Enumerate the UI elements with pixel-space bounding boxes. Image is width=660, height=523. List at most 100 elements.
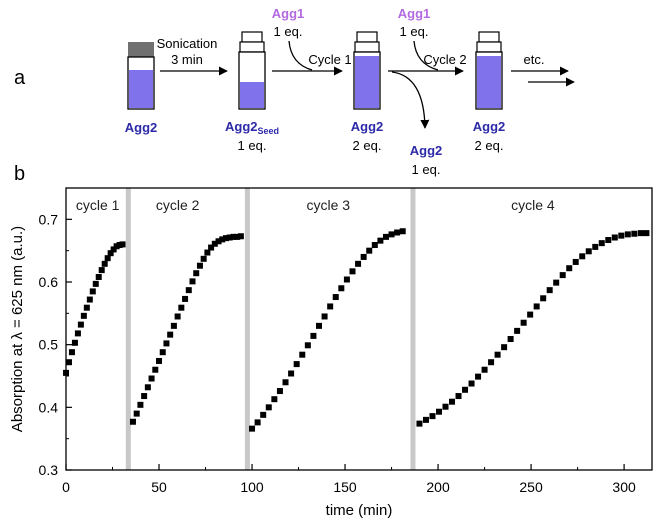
data-point-cycle-3	[293, 361, 300, 368]
data-point-cycle-2	[170, 322, 177, 329]
data-point-cycle-3	[382, 233, 389, 240]
data-point-cycle-2	[226, 234, 233, 241]
data-point-cycle-4	[631, 230, 638, 237]
data-point-cycle-3	[349, 268, 356, 275]
cycle-labels: cycle 1 cycle 2 cycle 3 cycle 4	[76, 197, 555, 213]
y-tick-label: 0.7	[39, 211, 59, 227]
data-point-cycle-3	[394, 229, 401, 236]
data-point-cycle-4	[449, 398, 456, 405]
data-point-cycle-4	[488, 359, 495, 366]
cycle-separator	[125, 188, 131, 470]
etc-label: etc.	[524, 52, 545, 67]
cycle1-label: Cycle 1	[308, 52, 351, 67]
data-point-cycle-1	[107, 250, 114, 257]
data-point-cycle-2	[144, 384, 151, 391]
agg1-label-1: Agg1	[272, 6, 305, 21]
data-point-cycle-4	[481, 366, 488, 373]
data-point-cycle-2	[137, 401, 144, 408]
cycle2-eq-label: 2 eq.	[475, 138, 504, 153]
data-point-cycle-2	[234, 233, 241, 240]
data-point-cycle-2	[129, 418, 136, 425]
x-axis-ticks: 0 50 100 150 200 250 300	[62, 464, 636, 495]
data-point-cycle-2	[167, 331, 174, 338]
x-axis-title: time (min)	[326, 502, 393, 519]
data-point-cycle-3	[377, 237, 384, 244]
data-point-cycle-1	[92, 280, 99, 287]
cycle-separator	[244, 188, 250, 470]
data-point-cycle-3	[265, 404, 272, 411]
data-point-cycle-3	[271, 396, 278, 403]
data-point-cycle-3	[399, 228, 406, 235]
data-point-cycle-4	[514, 327, 521, 334]
cycle-label: cycle 1	[76, 197, 120, 213]
data-point-cycle-2	[174, 313, 181, 320]
x-tick-label: 50	[151, 479, 167, 495]
data-point-cycle-4	[598, 240, 605, 247]
agg1-merge-curve-1	[288, 40, 313, 71]
vial-cycle2-icon	[475, 31, 503, 110]
agg2-label-cycle1: Agg2	[351, 119, 384, 134]
data-point-cycle-1	[71, 339, 78, 346]
data-point-cycle-4	[468, 380, 475, 387]
data-point-cycle-1	[86, 296, 93, 303]
data-point-cycle-2	[189, 278, 196, 285]
data-point-cycle-2	[196, 262, 203, 269]
data-point-cycle-1	[74, 330, 81, 337]
data-point-cycle-4	[540, 295, 547, 302]
cycle1-eq-label: 2 eq.	[353, 138, 382, 153]
x-tick-label: 250	[519, 479, 543, 495]
data-point-cycle-3	[388, 231, 395, 238]
data-point-cycle-4	[533, 303, 540, 310]
data-point-cycle-3	[299, 351, 306, 358]
data-point-cycle-3	[343, 276, 350, 283]
data-point-cycle-3	[249, 425, 256, 432]
agg1-label-2: Agg1	[398, 6, 431, 21]
data-point-cycle-3	[260, 411, 267, 418]
data-point-cycle-3	[276, 388, 283, 395]
data-point-cycle-4	[520, 319, 527, 326]
agg1-eq-label-1: 1 eq.	[274, 24, 303, 39]
data-point-cycle-1	[101, 260, 108, 267]
data-point-cycle-2	[148, 375, 155, 382]
data-point-cycle-4	[585, 248, 592, 255]
data-point-cycle-3	[321, 313, 328, 320]
agg2-label-cycle2: Agg2	[473, 119, 506, 134]
data-point-cycle-4	[475, 373, 482, 380]
data-point-cycle-4	[455, 393, 462, 400]
data-point-cycle-4	[416, 420, 423, 427]
panel-a-label: a	[14, 67, 26, 89]
data-point-cycle-4	[559, 272, 566, 279]
data-point-cycle-4	[501, 344, 508, 351]
data-point-cycle-4	[422, 416, 429, 423]
data-point-cycle-3	[371, 242, 378, 249]
cycle-separators	[125, 188, 416, 470]
data-point-cycle-3	[360, 253, 367, 260]
data-point-cycle-4	[579, 253, 586, 260]
data-point-cycle-4	[643, 230, 650, 237]
data-point-cycle-4	[435, 408, 442, 415]
agg2-seed-base: Agg2	[225, 119, 258, 134]
data-point-cycle-4	[494, 351, 501, 358]
data-point-cycle-1	[110, 246, 117, 253]
data-point-cycle-2	[185, 287, 192, 294]
data-point-cycle-4	[605, 237, 612, 244]
vial-seed-icon	[238, 31, 266, 110]
data-point-cycle-2	[230, 233, 237, 240]
cycle-separator	[410, 188, 416, 470]
data-point-cycle-2	[211, 240, 218, 247]
data-point-cycle-3	[338, 285, 345, 292]
data-point-cycle-1	[65, 359, 72, 366]
data-point-cycle-3	[332, 294, 339, 301]
data-point-cycle-3	[316, 322, 323, 329]
data-point-cycle-4	[611, 234, 618, 241]
data-point-cycle-4	[546, 287, 553, 294]
data-point-cycle-4	[553, 279, 560, 286]
agg2-seed-label: Agg2Seed	[225, 119, 279, 136]
data-point-cycle-2	[215, 238, 222, 245]
data-point-cycle-2	[182, 295, 189, 302]
data-point-cycle-2	[156, 357, 163, 364]
cycle2-label: Cycle 2	[423, 52, 466, 67]
data-point-cycle-1	[104, 255, 111, 262]
data-point-cycle-4	[592, 243, 599, 250]
